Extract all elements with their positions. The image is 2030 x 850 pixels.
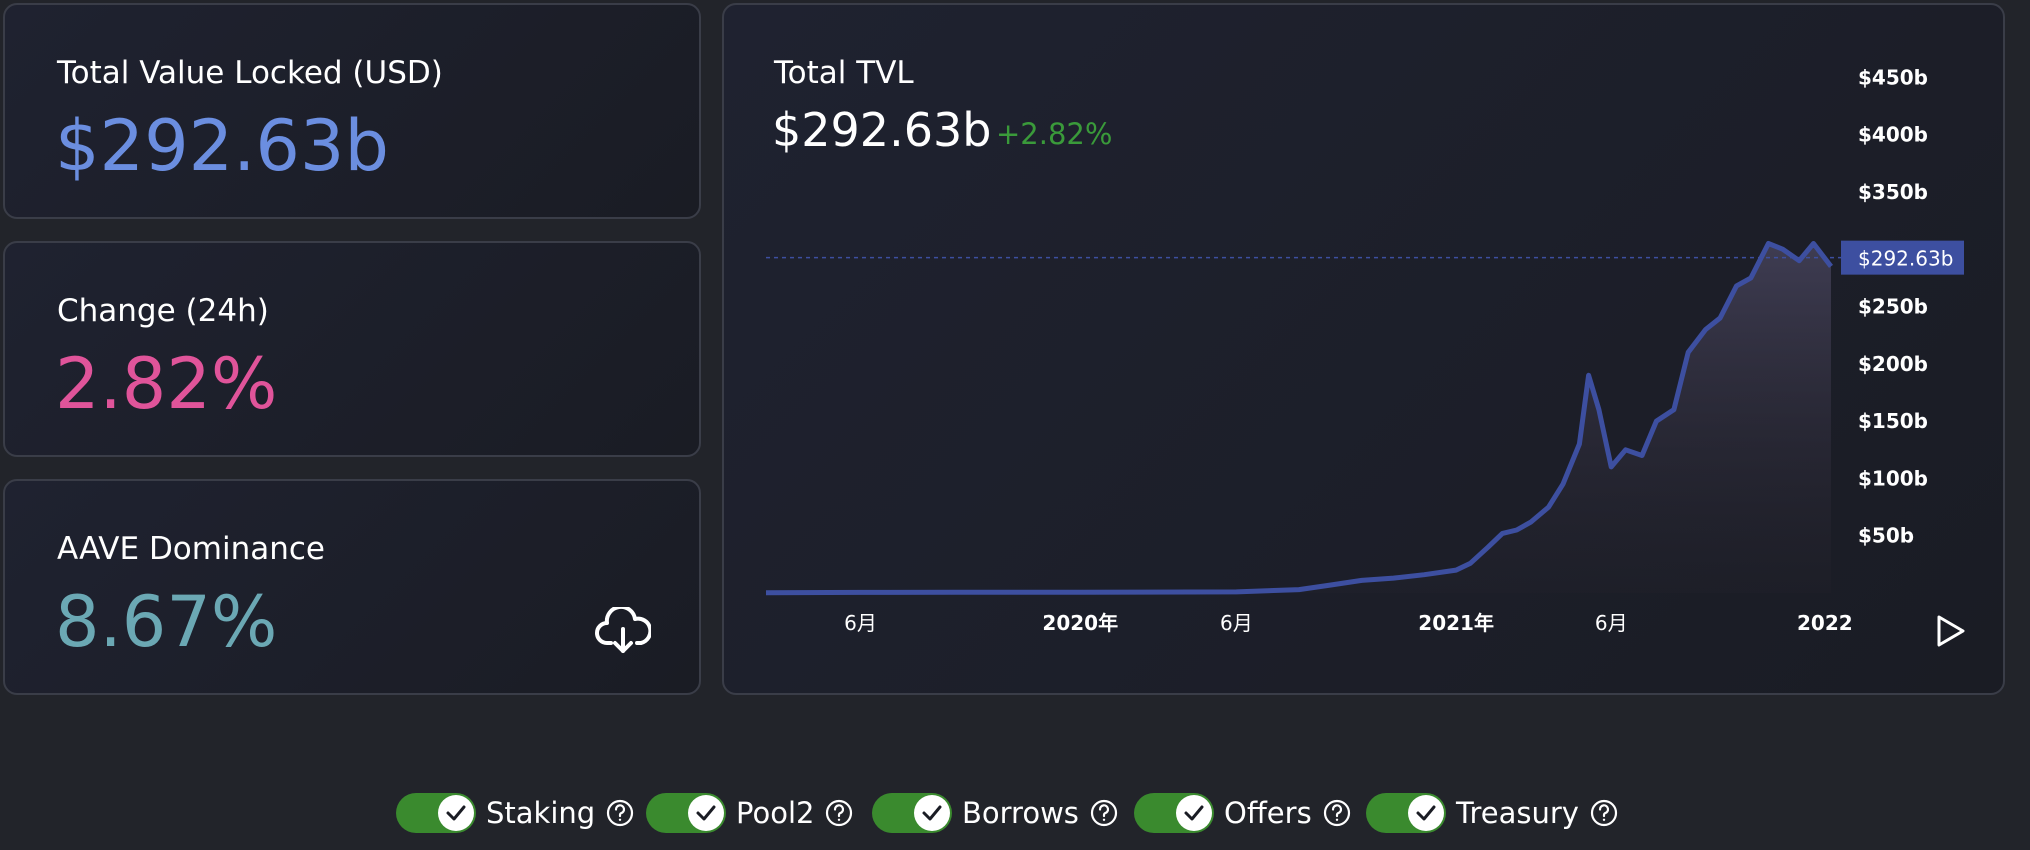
chart-title: Total TVL [774,55,914,91]
chart-change-value: +2.82% [996,117,1113,151]
series-area [766,243,1831,593]
change-value: 2.82% [55,343,278,425]
help-icon[interactable] [1089,798,1119,828]
current-value-label: $292.63b [1858,247,1953,271]
tvl-options-toggles: Staking Pool2 Borrows Offers Treasury [0,790,2030,840]
toggle-offers: Offers [1134,790,1352,836]
toggle-pool2: Pool2 [646,790,854,836]
help-icon[interactable] [824,798,854,828]
play-icon[interactable] [1933,611,1969,651]
x-tick-label: 2021年 [1418,611,1494,635]
chart-total-value: $292.63b [772,103,992,157]
cloud-download-icon[interactable] [595,604,653,657]
chart-card: $292.63b $50b $100b $150b $200b $250b $350b $40… [722,3,2005,695]
toggle-label: Borrows [962,796,1079,830]
check-icon [688,795,724,831]
series-line [765,241,1833,596]
dominance-card: AAVE Dominance 8.67% [3,479,701,695]
x-tick-label: 6月 [1595,611,1628,635]
toggle-label: Offers [1224,796,1312,830]
check-icon [1408,795,1444,831]
toggle-switch-borrows[interactable] [872,793,952,833]
toggle-borrows: Borrows [872,790,1119,836]
y-tick-label: $400b [1858,123,1928,147]
y-tick-label: $350b [1858,180,1928,204]
help-icon[interactable] [1322,798,1352,828]
y-tick-label: $450b [1858,65,1928,89]
y-tick-label: $50b [1858,524,1914,548]
x-tick-label: 2022 [1797,611,1853,635]
toggle-switch-treasury[interactable] [1366,793,1446,833]
y-tick-label: $250b [1858,295,1928,319]
check-icon [1176,795,1212,831]
tvl-label: Total Value Locked (USD) [57,55,443,91]
x-tick-label: 2020年 [1042,611,1118,635]
toggle-label: Treasury [1456,796,1579,830]
toggle-switch-pool2[interactable] [646,793,726,833]
change-card: Change (24h) 2.82% [3,241,701,457]
current-value-tag [1841,240,1964,275]
tvl-value: $292.63b [55,105,389,187]
toggle-label: Pool2 [736,796,815,830]
check-icon [914,795,950,831]
y-tick-label: $100b [1858,466,1928,490]
tvl-chart: $292.63b $50b $100b $150b $200b $250b $350b $40… [765,65,1964,635]
x-tick-label: 6月 [1220,611,1253,635]
change-label: Change (24h) [57,293,269,329]
dominance-label: AAVE Dominance [57,531,325,567]
toggle-staking: Staking [396,790,635,836]
help-icon[interactable] [605,798,635,828]
tvl-card: Total Value Locked (USD) $292.63b [3,3,701,219]
toggle-label: Staking [486,796,596,830]
check-icon [438,795,474,831]
y-tick-label: $200b [1858,352,1928,376]
help-icon[interactable] [1589,798,1619,828]
toggle-treasury: Treasury [1366,790,1619,836]
toggle-switch-offers[interactable] [1134,793,1214,833]
dominance-value: 8.67% [55,581,278,663]
y-tick-label: $150b [1858,409,1928,433]
toggle-switch-staking[interactable] [396,793,476,833]
x-tick-label: 6月 [844,611,877,635]
